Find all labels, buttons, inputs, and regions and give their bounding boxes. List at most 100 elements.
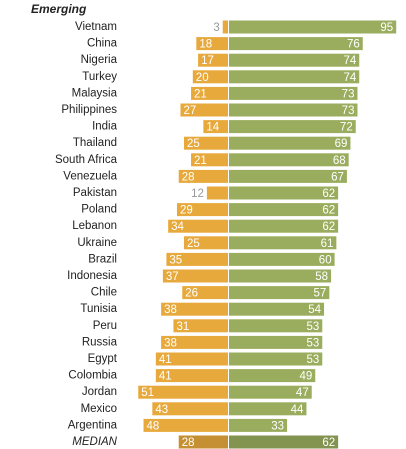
category-label: Malaysia: [72, 87, 118, 99]
value-label: 25: [187, 238, 200, 250]
bar-left: [184, 236, 228, 250]
bar-right: [229, 319, 323, 333]
bar-left: [222, 20, 228, 34]
bar-right: [229, 236, 337, 250]
value-label: 76: [347, 39, 360, 51]
bar-right: [229, 186, 339, 200]
category-label: Chile: [91, 287, 117, 299]
bar-left: [155, 352, 228, 366]
value-label: 41: [159, 354, 172, 366]
value-label: 62: [322, 437, 335, 449]
bar-left: [198, 53, 228, 67]
category-label: Jordan: [82, 386, 117, 398]
bar-left: [152, 402, 228, 416]
bar-left: [196, 37, 228, 51]
bar-left: [178, 435, 228, 449]
value-label: 35: [169, 254, 182, 266]
value-label: 48: [147, 420, 160, 432]
category-label: China: [87, 38, 118, 50]
value-label: 17: [201, 55, 214, 67]
value-label: 26: [185, 288, 198, 300]
category-label: MEDIAN: [72, 436, 117, 448]
value-label: 38: [164, 337, 177, 349]
category-label: Vietnam: [75, 21, 117, 33]
value-label: 54: [308, 304, 321, 316]
bar-right: [229, 418, 288, 432]
bar-left: [191, 153, 228, 167]
bar-left: [138, 385, 228, 399]
value-label: 49: [299, 371, 312, 383]
category-label: Brazil: [88, 253, 117, 265]
value-label: 73: [342, 105, 355, 117]
bar-right: [229, 37, 363, 51]
value-label: 25: [187, 138, 200, 150]
category-label: Ukraine: [77, 237, 117, 249]
value-label: 53: [306, 337, 319, 349]
bar-left: [173, 319, 228, 333]
bar-right: [229, 385, 312, 399]
value-label: 18: [199, 39, 212, 51]
category-label: South Africa: [55, 154, 118, 166]
value-label: 3: [213, 22, 219, 34]
value-label: 57: [314, 288, 327, 300]
bar-left: [178, 169, 228, 183]
bar-left: [143, 418, 228, 432]
bar-right: [229, 53, 360, 67]
category-label: Peru: [93, 320, 117, 332]
value-label: 37: [166, 271, 179, 283]
value-label: 61: [321, 238, 334, 250]
value-label: 53: [306, 354, 319, 366]
category-label: Poland: [81, 204, 117, 216]
category-label: Venezuela: [63, 170, 117, 182]
bar-left: [180, 103, 228, 117]
bar-right: [229, 20, 397, 34]
value-label: 53: [306, 321, 319, 333]
value-label: 28: [182, 171, 195, 183]
category-label: Philippines: [61, 104, 117, 116]
bar-left: [161, 302, 228, 316]
bar-left: [182, 286, 228, 300]
category-label: Argentina: [68, 419, 118, 431]
value-label: 58: [315, 271, 328, 283]
category-label: India: [92, 121, 118, 133]
value-label: 60: [319, 254, 332, 266]
bar-right: [229, 153, 349, 167]
value-label: 72: [340, 122, 353, 134]
bar-right: [229, 302, 325, 316]
chart-title: Emerging: [31, 2, 87, 16]
bar-left: [184, 136, 228, 150]
value-label: 21: [194, 155, 207, 167]
bar-right: [229, 252, 335, 266]
value-label: 95: [380, 22, 393, 34]
category-label: Mexico: [81, 403, 117, 415]
value-label: 29: [180, 205, 193, 217]
bar-right: [229, 103, 358, 117]
bar-left: [168, 219, 228, 233]
value-label: 62: [322, 188, 335, 200]
value-label: 44: [291, 404, 304, 416]
category-label: Colombia: [68, 370, 117, 382]
value-label: 34: [171, 221, 184, 233]
bar-left: [203, 120, 228, 134]
value-label: 69: [335, 138, 348, 150]
value-label: 27: [183, 105, 196, 117]
value-label: 73: [342, 88, 355, 100]
category-label: Nigeria: [81, 54, 118, 66]
bar-right: [229, 203, 339, 217]
bar-right: [229, 269, 332, 283]
value-label: 47: [296, 387, 309, 399]
bar-right: [229, 352, 323, 366]
category-label: Pakistan: [73, 187, 117, 199]
bar-right: [229, 286, 330, 300]
category-label: Lebanon: [72, 220, 117, 232]
value-label: 74: [343, 72, 356, 84]
bar-left: [166, 252, 228, 266]
value-label: 68: [333, 155, 346, 167]
category-label: Indonesia: [67, 270, 117, 282]
value-label: 31: [176, 321, 189, 333]
value-label: 41: [159, 371, 172, 383]
value-label: 62: [322, 221, 335, 233]
category-label: Russia: [82, 336, 118, 348]
value-label: 14: [206, 122, 219, 134]
